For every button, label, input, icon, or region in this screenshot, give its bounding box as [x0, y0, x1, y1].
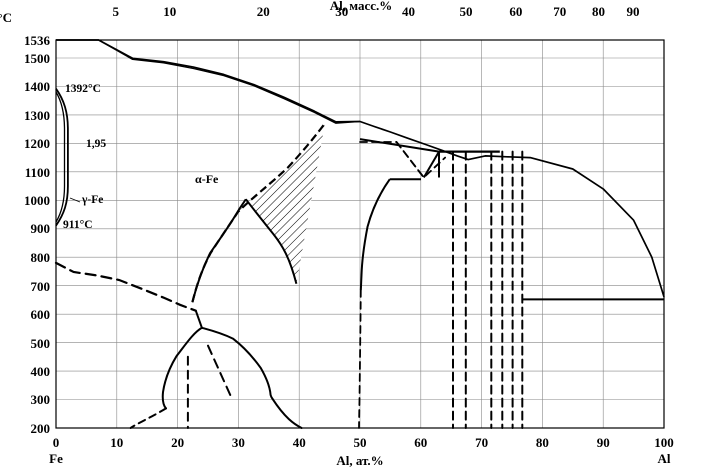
svg-text:40: 40 — [402, 4, 415, 19]
svg-text:Al, масс.%: Al, масс.% — [330, 0, 393, 13]
svg-text:50: 50 — [460, 4, 473, 19]
svg-text:20: 20 — [171, 435, 184, 450]
svg-text:200: 200 — [31, 421, 51, 436]
svg-text:800: 800 — [31, 250, 51, 265]
svg-text:20: 20 — [257, 4, 270, 19]
svg-text:300: 300 — [31, 392, 51, 407]
svg-text:911°C: 911°C — [63, 219, 93, 231]
svg-text:700: 700 — [31, 279, 51, 294]
svg-text:5: 5 — [112, 4, 119, 19]
svg-text:70: 70 — [553, 4, 566, 19]
svg-text:80: 80 — [592, 4, 605, 19]
svg-text:Fe: Fe — [49, 451, 63, 466]
svg-text:Al: Al — [658, 451, 671, 466]
svg-text:60: 60 — [414, 435, 427, 450]
svg-text:1200: 1200 — [24, 136, 50, 151]
svg-text:500: 500 — [31, 336, 51, 351]
svg-text:1300: 1300 — [24, 108, 50, 123]
svg-text:α-Fe: α-Fe — [195, 172, 219, 186]
svg-text:90: 90 — [597, 435, 610, 450]
svg-text:1100: 1100 — [25, 165, 50, 180]
svg-text:30: 30 — [232, 435, 245, 450]
svg-text:0: 0 — [53, 435, 60, 450]
svg-text:10: 10 — [110, 435, 123, 450]
svg-text:400: 400 — [31, 364, 51, 379]
svg-text:70: 70 — [475, 435, 488, 450]
svg-text:1392°C: 1392°C — [65, 83, 101, 95]
svg-text:γ-Fe: γ-Fe — [81, 194, 103, 206]
svg-text:10: 10 — [163, 4, 176, 19]
svg-text:T, °C: T, °C — [0, 10, 12, 25]
svg-text:60: 60 — [509, 4, 522, 19]
svg-text:900: 900 — [31, 221, 51, 236]
svg-text:50: 50 — [354, 435, 367, 450]
svg-text:1500: 1500 — [24, 51, 50, 66]
svg-text:1,95: 1,95 — [86, 138, 106, 150]
svg-text:100: 100 — [654, 435, 674, 450]
svg-text:1000: 1000 — [24, 193, 50, 208]
svg-text:1400: 1400 — [24, 79, 50, 94]
svg-text:Al, ат.%: Al, ат.% — [336, 453, 383, 468]
svg-text:80: 80 — [536, 435, 549, 450]
svg-text:40: 40 — [293, 435, 306, 450]
svg-text:1536: 1536 — [24, 33, 51, 48]
svg-text:90: 90 — [627, 4, 640, 19]
svg-text:600: 600 — [31, 307, 51, 322]
